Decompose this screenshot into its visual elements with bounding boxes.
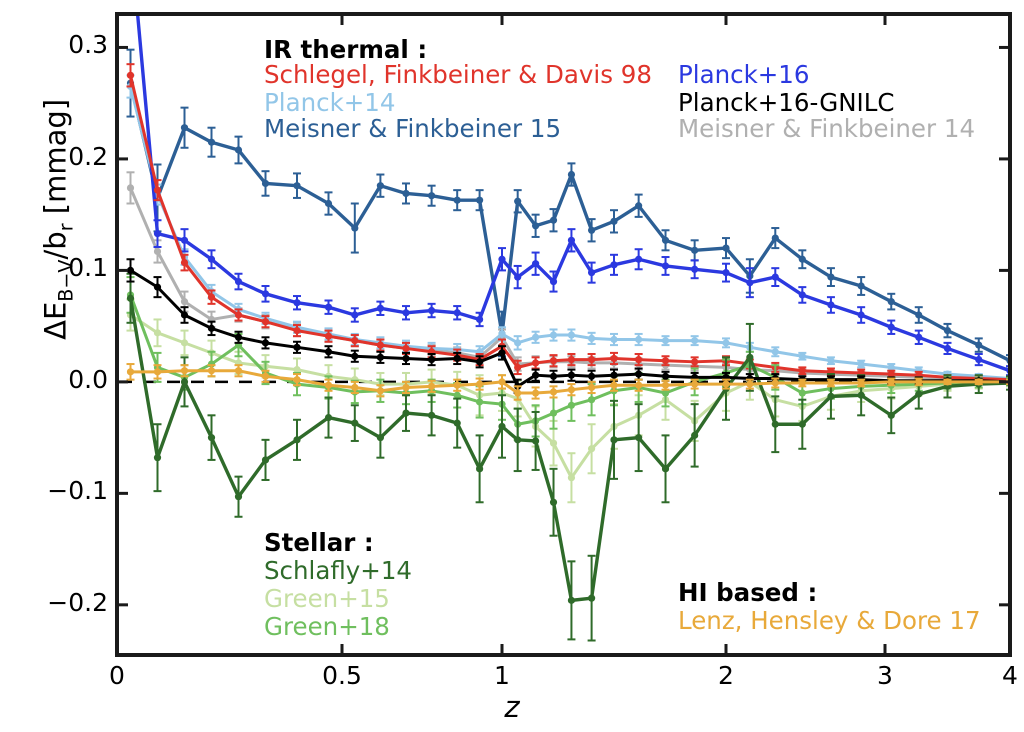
legend-item-lenz-hensley-dore-17[interactable]: Lenz, Hensley & Dore 17 xyxy=(678,606,981,635)
x-tick-label: 0.5 xyxy=(322,661,362,690)
x-tick-label: 3 xyxy=(877,661,893,690)
x-tick-label: 4 xyxy=(1002,661,1018,690)
legend-item-meisner-finkbeiner-14[interactable]: Meisner & Finkbeiner 14 xyxy=(678,114,976,143)
series-lenz-hensley-dore-17 xyxy=(126,363,1010,401)
y-tick-label: −0.2 xyxy=(47,587,108,617)
series-schlegel-finkbeiner-davis-98 xyxy=(126,63,1010,384)
x-axis-title: z xyxy=(504,690,520,724)
legend-group-title-hi-based: HI based : xyxy=(678,578,818,607)
y-tick-label: 0.2 xyxy=(68,141,108,171)
axes-group xyxy=(115,12,1012,657)
legend-item-green-15[interactable]: Green+15 xyxy=(264,584,390,613)
legend-item-green-18[interactable]: Green+18 xyxy=(264,612,390,641)
series-schlafly-14 xyxy=(126,272,1010,642)
x-tick-label: 1 xyxy=(494,661,510,690)
legend-group-title-ir-thermal: IR thermal : xyxy=(264,35,428,64)
legend-group-title-stellar: Stellar : xyxy=(264,528,374,557)
legend-item-planck-16[interactable]: Planck+16 xyxy=(678,60,810,89)
x-tick-label: 2 xyxy=(718,661,734,690)
legend-item-planck-14[interactable]: Planck+14 xyxy=(264,88,396,117)
y-tick-label: 0.0 xyxy=(68,364,108,394)
legend-item-schlegel-finkbeiner-davis-98[interactable]: Schlegel, Finkbeiner & Davis 98 xyxy=(264,60,652,89)
series-meisner-finkbeiner-15 xyxy=(126,48,1010,368)
y-tick-label: −0.1 xyxy=(47,476,108,506)
y-axis-title: ΔEB−V/br [mmag] xyxy=(38,98,78,340)
legend-item-schlafly-14[interactable]: Schlafly+14 xyxy=(264,556,413,585)
y-tick-label: 0.3 xyxy=(68,30,108,60)
series-group xyxy=(119,14,1010,642)
legend-item-meisner-finkbeiner-15[interactable]: Meisner & Finkbeiner 15 xyxy=(264,114,562,143)
y-tick-label: 0.1 xyxy=(68,253,108,283)
legend-item-planck-16-gnilc[interactable]: Planck+16-GNILC xyxy=(678,88,895,117)
series-planck-16 xyxy=(135,14,1010,377)
series-meisner-finkbeiner-14 xyxy=(126,171,1010,385)
x-tick-label: 0 xyxy=(109,661,125,690)
